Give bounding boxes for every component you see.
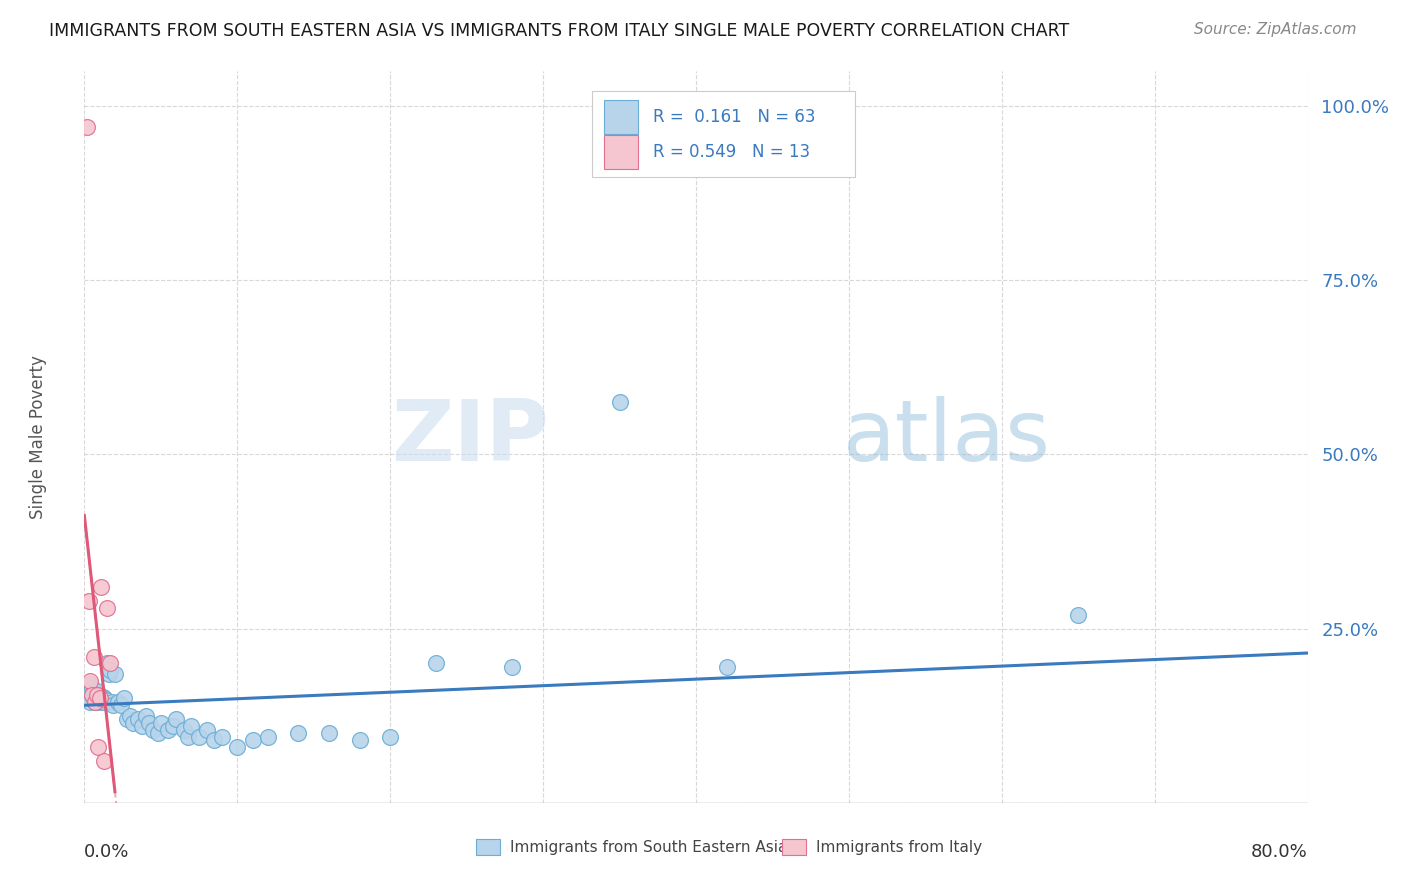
Text: IMMIGRANTS FROM SOUTH EASTERN ASIA VS IMMIGRANTS FROM ITALY SINGLE MALE POVERTY : IMMIGRANTS FROM SOUTH EASTERN ASIA VS IM… xyxy=(49,22,1070,40)
Point xyxy=(202,733,225,747)
Point xyxy=(103,698,125,713)
Point xyxy=(180,719,202,733)
Point xyxy=(242,733,264,747)
Text: ZIP: ZIP xyxy=(391,395,550,479)
Point xyxy=(77,684,100,698)
Text: 0.0%: 0.0% xyxy=(84,843,129,861)
Point xyxy=(716,660,738,674)
Point xyxy=(257,730,280,744)
Point xyxy=(94,692,117,706)
Point xyxy=(146,726,169,740)
Text: Immigrants from Italy: Immigrants from Italy xyxy=(815,840,981,855)
Point xyxy=(112,691,135,706)
Point xyxy=(79,673,101,688)
Point xyxy=(87,688,110,702)
Point xyxy=(76,691,98,706)
Point xyxy=(89,691,111,706)
Point xyxy=(80,688,103,702)
Point xyxy=(502,660,524,674)
Point xyxy=(83,649,105,664)
Point xyxy=(318,726,340,740)
Point xyxy=(131,719,153,733)
Bar xyxy=(475,839,501,855)
Point xyxy=(91,692,114,706)
Bar xyxy=(782,839,806,855)
Point xyxy=(122,715,145,730)
Point xyxy=(86,688,108,702)
Point xyxy=(79,677,101,691)
Point xyxy=(142,723,165,737)
Point xyxy=(98,657,121,671)
Point xyxy=(93,754,115,768)
Point xyxy=(226,740,249,755)
Point xyxy=(177,730,200,744)
Point xyxy=(90,580,112,594)
Point xyxy=(162,719,184,733)
Point xyxy=(104,667,127,681)
Text: R = 0.549   N = 13: R = 0.549 N = 13 xyxy=(654,143,810,161)
Point xyxy=(127,712,149,726)
Point xyxy=(77,594,100,608)
Point xyxy=(110,698,132,713)
Point xyxy=(83,691,105,706)
Point xyxy=(211,730,233,744)
Point xyxy=(120,708,142,723)
Point xyxy=(349,733,371,747)
Point xyxy=(86,691,108,706)
Point xyxy=(96,600,118,615)
Point xyxy=(287,726,309,740)
Point xyxy=(609,395,631,409)
Point xyxy=(80,688,103,702)
Text: Single Male Poverty: Single Male Poverty xyxy=(30,355,46,519)
Point xyxy=(107,695,129,709)
Point xyxy=(83,684,105,698)
Point xyxy=(135,708,157,723)
Point xyxy=(157,723,180,737)
Point xyxy=(86,684,108,698)
Point xyxy=(380,730,402,744)
Point xyxy=(91,690,114,704)
Point xyxy=(80,681,103,695)
Point xyxy=(89,695,111,709)
Point xyxy=(93,695,115,709)
Point xyxy=(188,730,211,744)
Point xyxy=(76,120,98,134)
Text: Source: ZipAtlas.com: Source: ZipAtlas.com xyxy=(1194,22,1357,37)
Point xyxy=(87,692,110,706)
Point xyxy=(84,695,107,709)
Point xyxy=(165,712,187,726)
Point xyxy=(195,723,218,737)
Point xyxy=(115,712,138,726)
Text: atlas: atlas xyxy=(842,395,1050,479)
Text: Immigrants from South Eastern Asia: Immigrants from South Eastern Asia xyxy=(510,840,787,855)
Point xyxy=(149,715,172,730)
Bar xyxy=(605,135,638,169)
Point xyxy=(84,688,107,702)
Point xyxy=(1067,607,1090,622)
Bar xyxy=(605,100,638,134)
Point xyxy=(90,691,112,706)
Point xyxy=(93,691,115,706)
Point xyxy=(87,740,110,755)
Point xyxy=(89,691,111,706)
Point xyxy=(97,667,120,681)
Point xyxy=(98,664,121,678)
Point xyxy=(173,723,195,737)
Point xyxy=(84,695,107,709)
Text: R =  0.161   N = 63: R = 0.161 N = 63 xyxy=(654,108,815,126)
Point xyxy=(96,657,118,671)
Point xyxy=(79,695,101,709)
Point xyxy=(425,657,447,671)
Point xyxy=(101,695,124,709)
Point xyxy=(138,715,160,730)
Text: 80.0%: 80.0% xyxy=(1251,843,1308,861)
Bar xyxy=(592,91,855,178)
